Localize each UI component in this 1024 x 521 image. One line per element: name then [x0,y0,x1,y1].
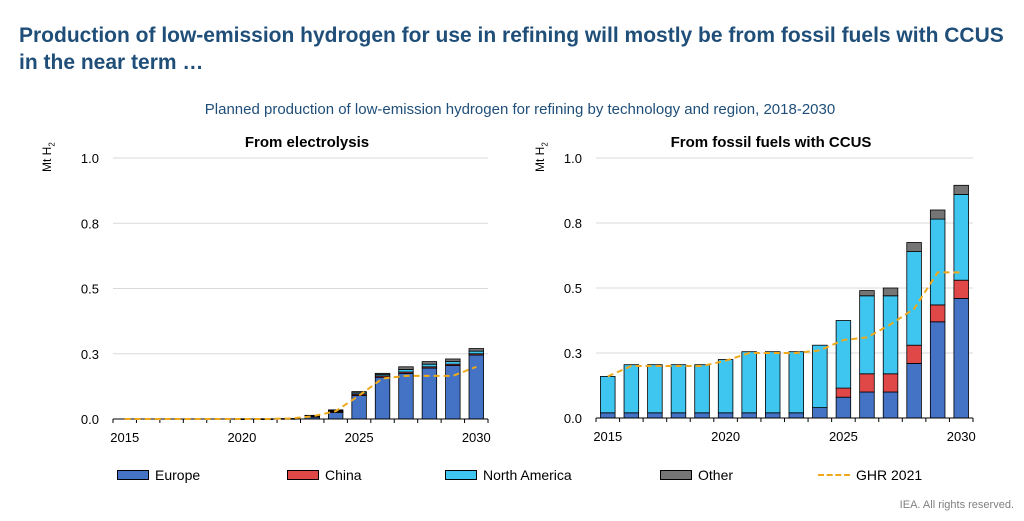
bar-other-2029-ccus [929,209,946,220]
bar-europe-2028-ccus [906,362,922,419]
bar-north-america-2020-ccus [717,359,734,414]
bar-china-2029-ccus [929,304,946,323]
bar-north-america-2024-ccus [812,344,828,409]
bar-other-2026-ccus [859,290,875,297]
y-tick-label-electrolysis: 0.0 [81,412,99,427]
x-tick-label-ccus: 2030 [947,429,976,444]
bar-europe-2016-ccus [623,412,640,419]
legend-item-china: China [287,467,362,483]
bar-other-2028-ccus [906,242,922,253]
legend-item-other: Other [660,467,733,483]
x-tick-label-ccus: 2015 [593,429,622,444]
bar-north-america-2021-ccus [741,351,757,414]
bar-north-america-2023-ccus [788,351,804,414]
bar-china-2026-ccus [859,373,875,393]
bar-north-america-2030-ccus [953,193,969,281]
legend-dash-ghr-2021 [818,474,850,476]
legend-swatch-north-america [445,470,477,480]
bar-other-2027-ccus [882,287,899,297]
legend-swatch-europe [117,470,149,480]
y-tick-label-ccus: 0.8 [564,216,582,231]
bar-north-america-2017-ccus [647,364,663,414]
y-tick-label-electrolysis: 0.3 [81,347,99,362]
bar-other-2030-ccus [953,184,969,195]
legend-label-other: Other [698,467,734,483]
ghr-2021-line-electrolysis [124,365,477,420]
x-tick-label-electrolysis: 2015 [110,430,139,445]
bar-other-2030-electrolysis [468,348,484,352]
bar-europe-2022-ccus [765,412,781,419]
legend-label-china: China [325,467,362,483]
bar-north-america-2018-ccus [670,364,687,414]
legend-swatch-other [660,470,692,480]
bar-europe-2018-ccus [670,412,687,419]
headline: Production of low-emission hydrogen for … [19,24,1004,74]
y-tick-label-electrolysis: 1.0 [81,151,99,166]
bar-other-2027-electrolysis [398,366,414,370]
bar-europe-2029-ccus [929,321,946,419]
legend-label-north-america: North America [483,467,572,483]
bar-other-2029-electrolysis [445,358,461,362]
bar-north-america-2025-ccus [835,320,852,389]
ghr-2021-line-ccus [607,271,962,378]
x-tick-label-electrolysis: 2020 [227,430,256,445]
bar-europe-2030-ccus [953,297,969,419]
bar-other-2025-electrolysis [351,391,367,394]
bar-north-america-2019-ccus [694,364,710,414]
legend-label-europe: Europe [155,467,201,483]
bar-europe-2023-ccus [788,412,804,419]
bar-other-2026-electrolysis [374,372,391,376]
y-tick-label-ccus: 0.5 [564,281,582,296]
x-tick-label-ccus: 2025 [829,429,858,444]
legend-item-ghr-2021: GHR 2021 [818,467,922,483]
bar-china-2030-ccus [953,279,969,299]
source-note: IEA. All rights reserved. [899,499,1014,511]
panel-title-ccus: From fossil fuels with CCUS [671,134,872,151]
legend-swatch-china [287,470,319,480]
bar-north-america-2029-ccus [929,218,946,306]
legend-label-ghr-2021: GHR 2021 [856,467,923,483]
bar-europe-2020-ccus [717,412,734,419]
chart-subtitle: Planned production of low-emission hydro… [204,101,836,118]
y-tick-label-electrolysis: 0.5 [81,282,99,297]
legend: Europe China North America Other GHR 202… [0,467,1024,487]
bar-north-america-2016-ccus [623,364,640,414]
bar-europe-2030-electrolysis [468,354,484,420]
bar-north-america-2028-ccus [906,251,922,346]
x-tick-label-electrolysis: 2025 [345,430,374,445]
legend-item-north-america: North America [445,467,572,483]
bar-europe-2015-ccus [600,412,616,419]
bar-china-2025-ccus [835,387,852,398]
x-tick-label-ccus: 2020 [711,429,740,444]
bar-europe-2021-ccus [741,412,757,419]
bar-europe-2019-ccus [694,412,710,419]
bar-europe-2027-ccus [882,391,899,419]
bar-europe-2024-ccus [812,407,828,419]
bar-europe-2027-electrolysis [398,372,414,420]
bar-europe-2026-electrolysis [374,376,391,420]
bar-europe-2025-ccus [835,396,852,419]
bar-north-america-2027-ccus [882,295,899,375]
y-tick-label-electrolysis: 0.8 [81,216,99,231]
bar-north-america-2022-ccus [765,351,781,414]
bar-europe-2026-ccus [859,391,875,419]
y-tick-label-ccus: 0.3 [564,346,582,361]
x-tick-label-electrolysis: 2030 [462,430,491,445]
bar-north-america-2015-ccus [600,375,616,414]
y-tick-label-ccus: 0.0 [564,411,582,426]
bar-china-2028-ccus [906,344,922,364]
bar-europe-2024-electrolysis [327,412,344,420]
bar-other-2028-electrolysis [421,361,438,365]
panel-title-electrolysis: From electrolysis [245,134,369,151]
bar-china-2027-ccus [882,373,899,393]
y-tick-label-ccus: 1.0 [564,151,582,166]
bar-europe-2017-ccus [647,412,663,419]
legend-item-europe: Europe [117,467,200,483]
